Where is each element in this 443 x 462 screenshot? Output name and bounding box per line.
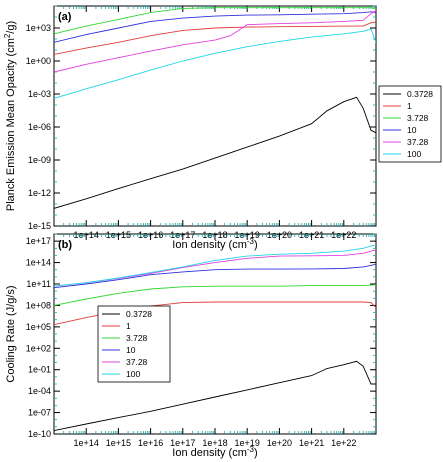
legend-label: 37.28: [407, 137, 429, 147]
legend-box: [378, 85, 442, 163]
y-tick-label: 1e-15: [28, 221, 51, 231]
legend-label: 1: [407, 101, 412, 111]
legend-label: 100: [126, 369, 140, 379]
y-axis-label: Cooling Rate (J/g/s): [5, 285, 17, 382]
legend-label: 0.3728: [407, 89, 433, 99]
x-tick-label: 1e+15: [106, 438, 131, 448]
legend-label: 3.728: [126, 333, 148, 343]
y-tick-label: 1e+05: [26, 322, 51, 332]
y-tick-label: 1e+03: [26, 23, 51, 33]
y-tick-label: 1e+00: [26, 56, 51, 66]
panel-label: (b): [58, 239, 72, 251]
y-tick-label: 1e-06: [28, 122, 51, 132]
x-tick-label: 1e+21: [299, 438, 324, 448]
series-line-10: [54, 263, 376, 289]
legend-label: 0.3728: [126, 309, 152, 319]
x-tick-label: 1e+17: [170, 438, 195, 448]
y-tick-label: 1e-09: [28, 155, 51, 165]
y-tick-label: 1e-01: [28, 365, 51, 375]
x-axis-label: Ion density (cm-3): [172, 237, 257, 251]
chart-panel-b: 1e+14 1e+15 1e+16 1e+17 1e+18 1e+19 1e+20 1e+21…: [5, 233, 377, 459]
series-line-10: [54, 11, 376, 43]
y-tick-label: 1e-12: [28, 188, 51, 198]
series-line-0_3728: [54, 96, 376, 209]
legend: 0.3728 1 3.728 10 37.28 100: [378, 85, 442, 163]
legend-label: 37.28: [126, 357, 148, 367]
legend-label: 1: [126, 321, 131, 331]
chart-panel-a: 1e+14 1e+15 1e+16 1e+17 1e+18 1e+19 1e+20 1e+21…: [3, 5, 442, 251]
x-tick-label: 1e+14: [74, 438, 99, 448]
y-tick-label: 1e-03: [28, 89, 51, 99]
legend-box: [97, 305, 171, 383]
panel-label: (a): [58, 11, 72, 23]
legend-label: 10: [407, 125, 417, 135]
y-tick-label: 1e-07: [28, 408, 51, 418]
series-line-0_3728: [54, 360, 376, 432]
y-tick-label: 1e+14: [26, 258, 51, 268]
y-tick-label: 1e+17: [26, 236, 51, 246]
legend-label: 10: [126, 345, 136, 355]
y-tick-label: 1e+02: [26, 343, 51, 353]
plot-frame: [53, 5, 377, 227]
y-tick-label: 1e-04: [28, 386, 51, 396]
y-tick-label: 1e-10: [28, 429, 51, 439]
series-line-1: [54, 21, 376, 55]
series-line-100: [54, 244, 376, 287]
x-axis-label: Ion density (cm-3): [172, 445, 257, 459]
legend-label: 100: [407, 149, 421, 159]
legend: 0.3728 1 3.728 10 37.28 100: [97, 305, 171, 383]
y-tick-label: 1e+11: [26, 279, 51, 289]
series-line-100: [54, 28, 376, 99]
x-tick-label: 1e+22: [331, 438, 356, 448]
x-tick-label: 1e+19: [235, 438, 260, 448]
series-line-37_28: [54, 10, 376, 73]
x-tick-label: 1e+20: [267, 438, 292, 448]
series-line-3_728: [54, 284, 376, 306]
legend-label: 3.728: [407, 113, 429, 123]
x-tick-label: 1e+18: [202, 438, 227, 448]
x-tick-label: 1e+16: [138, 438, 163, 448]
y-axis-label: Planck Emission Mean Opacity (cm2/g): [3, 21, 17, 211]
series-line-3_728: [54, 7, 376, 35]
y-tick-label: 1e+08: [26, 300, 51, 310]
